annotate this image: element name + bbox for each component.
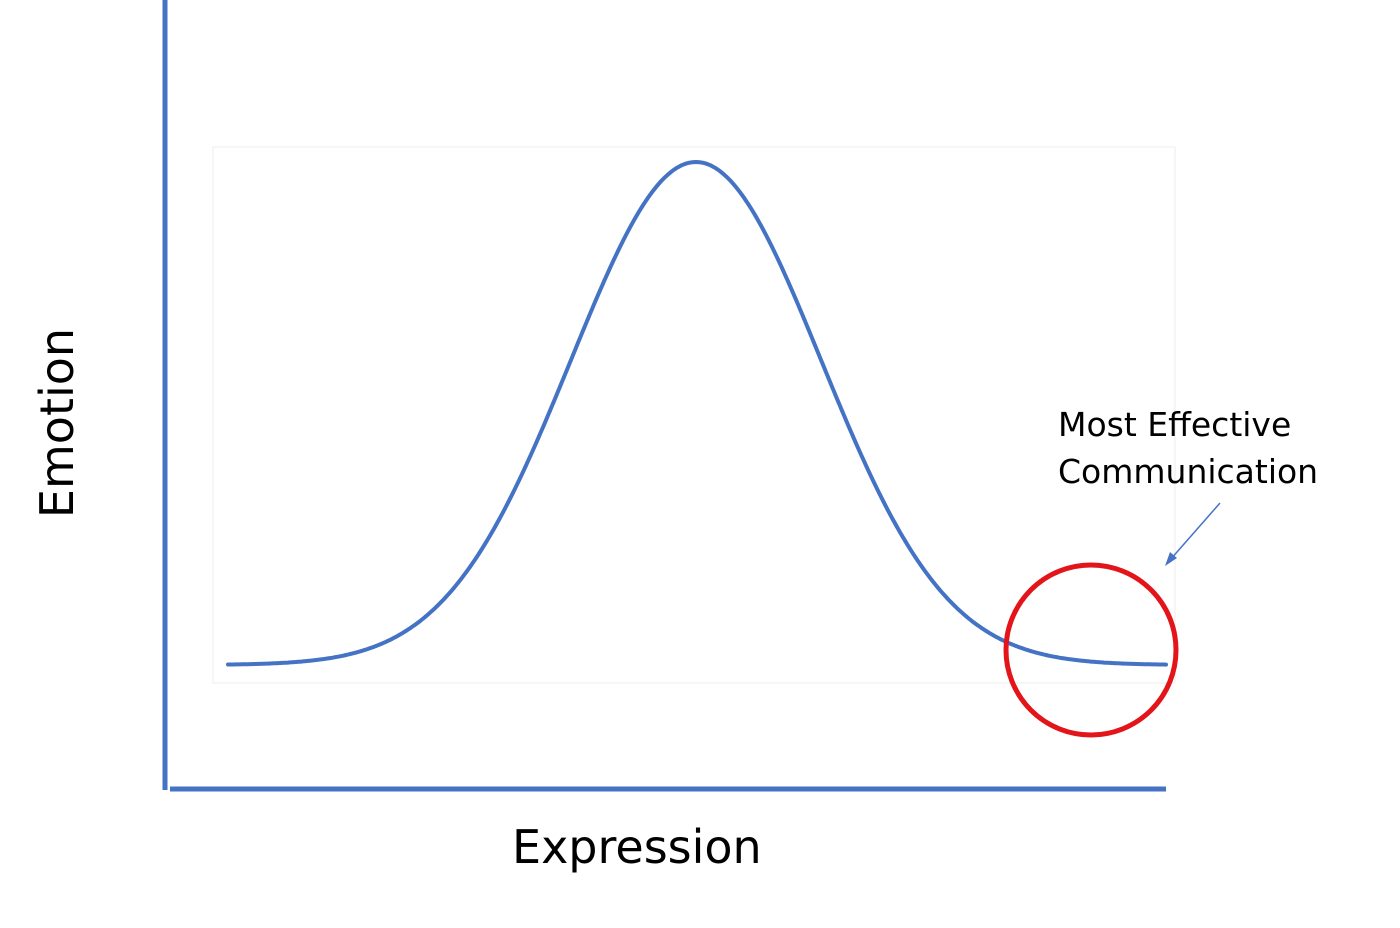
x-axis-title: Expression	[512, 820, 762, 874]
plot-frame	[212, 146, 1176, 684]
highlight-circle	[1003, 562, 1179, 738]
annotation-arrow-head	[1165, 552, 1177, 566]
annotation-line-2: Communication	[1058, 452, 1319, 491]
annotation-line-1: Most Effective	[1058, 405, 1292, 444]
bell-curve	[226, 160, 1168, 667]
annotation-text: Most Effective Communication	[1058, 401, 1318, 495]
y-axis-title: Emotion	[30, 327, 84, 519]
annotation-arrow-shaft	[1169, 502, 1221, 561]
